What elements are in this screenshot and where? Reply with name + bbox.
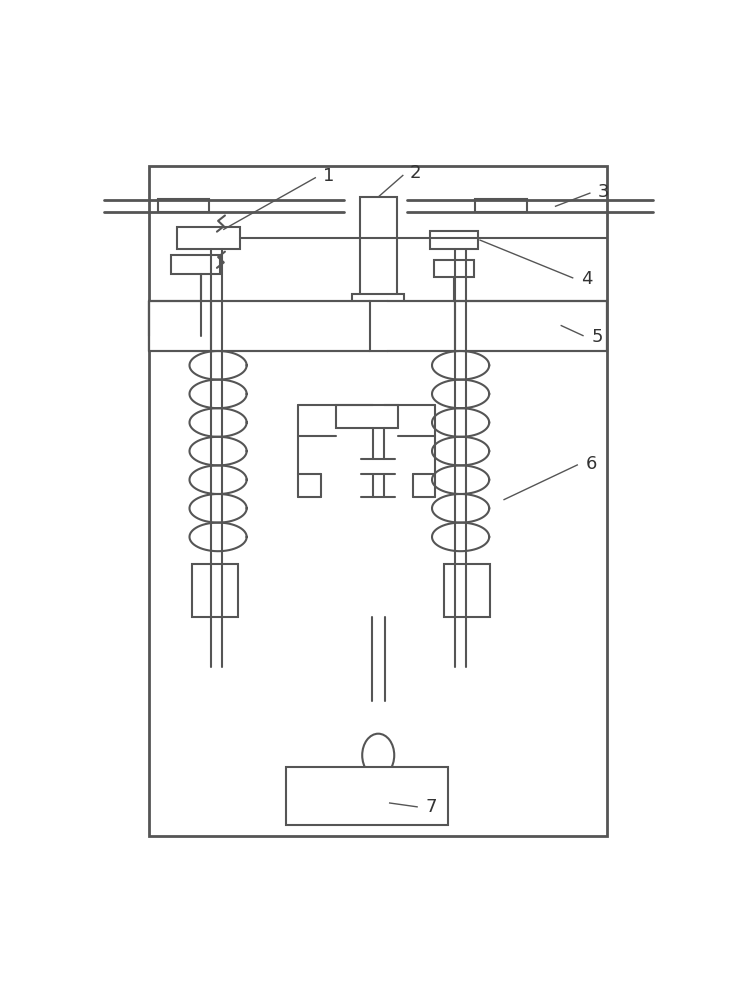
Bar xyxy=(475,199,527,212)
Bar xyxy=(337,405,398,428)
Text: 7: 7 xyxy=(426,798,437,816)
Bar xyxy=(286,767,448,825)
Bar xyxy=(353,294,404,328)
Bar xyxy=(193,564,238,617)
Bar xyxy=(370,301,607,351)
Bar xyxy=(158,199,210,212)
Text: 3: 3 xyxy=(598,183,610,201)
Bar xyxy=(177,227,240,249)
Circle shape xyxy=(362,734,394,777)
Text: 1: 1 xyxy=(323,167,334,185)
Bar xyxy=(444,564,490,617)
Text: 2: 2 xyxy=(410,164,421,182)
Bar xyxy=(434,260,475,277)
Bar xyxy=(360,197,396,297)
Text: 6: 6 xyxy=(585,455,597,473)
Text: 4: 4 xyxy=(581,270,593,288)
Text: 5: 5 xyxy=(591,328,603,346)
Bar xyxy=(149,166,607,836)
Bar xyxy=(149,301,387,351)
Bar xyxy=(430,231,478,249)
Bar xyxy=(171,255,220,274)
